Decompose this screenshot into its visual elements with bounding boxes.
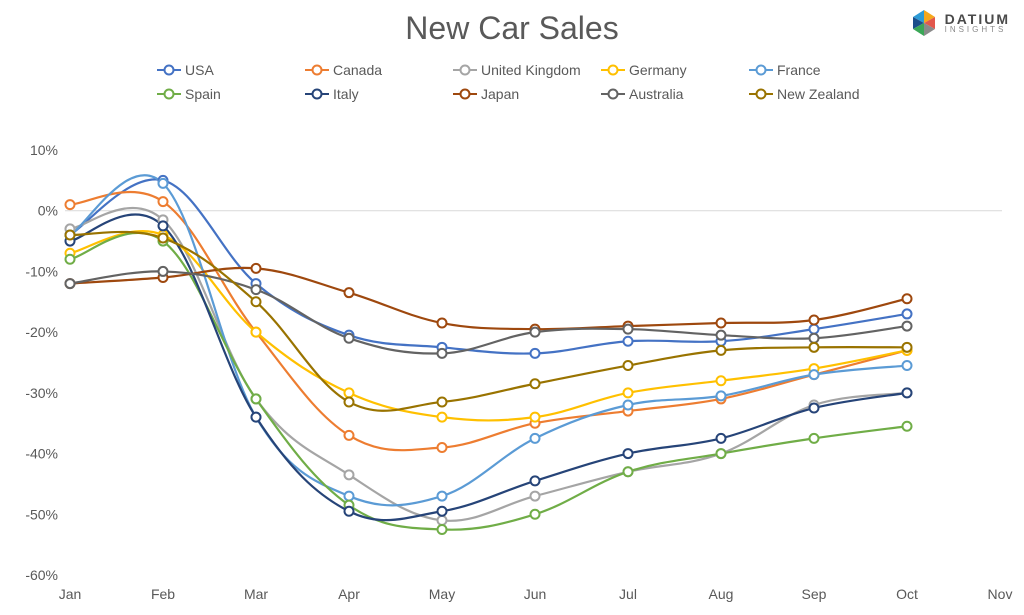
svg-text:10%: 10% xyxy=(30,142,58,158)
svg-text:Feb: Feb xyxy=(151,586,175,602)
svg-text:Germany: Germany xyxy=(629,62,687,78)
svg-text:United Kingdom: United Kingdom xyxy=(481,62,581,78)
svg-text:France: France xyxy=(777,62,821,78)
svg-text:-60%: -60% xyxy=(25,567,58,583)
svg-text:Aug: Aug xyxy=(709,586,734,602)
svg-text:-50%: -50% xyxy=(25,506,58,522)
svg-text:-10%: -10% xyxy=(25,263,58,279)
svg-text:-30%: -30% xyxy=(25,385,58,401)
svg-text:Jul: Jul xyxy=(619,586,637,602)
brand-logo: DATIUM INSIGHTS xyxy=(909,8,1010,38)
svg-text:-40%: -40% xyxy=(25,446,58,462)
svg-text:Nov: Nov xyxy=(988,586,1013,602)
svg-text:Jun: Jun xyxy=(524,586,547,602)
svg-text:Jan: Jan xyxy=(59,586,82,602)
svg-text:New Zealand: New Zealand xyxy=(777,86,860,102)
chart-title: New Car Sales xyxy=(0,10,1024,47)
svg-text:Oct: Oct xyxy=(896,586,918,602)
chart-container: New Car Sales DATIUM INSIGHTS 10% 0% -10% -… xyxy=(0,0,1024,615)
svg-text:Canada: Canada xyxy=(333,62,382,78)
svg-text:Spain: Spain xyxy=(185,86,221,102)
logo-icon xyxy=(909,8,939,38)
svg-text:May: May xyxy=(429,586,455,602)
svg-text:-20%: -20% xyxy=(25,324,58,340)
svg-text:Sep: Sep xyxy=(802,586,827,602)
svg-text:USA: USA xyxy=(185,62,214,78)
svg-text:Mar: Mar xyxy=(244,586,268,602)
line-chart: 10% 0% -10% -20% -30% -40% -50% -60%Jan Feb Mar Ap… xyxy=(0,0,1024,615)
logo-sub: INSIGHTS xyxy=(945,26,1010,34)
svg-text:0%: 0% xyxy=(38,203,58,219)
svg-text:Italy: Italy xyxy=(333,86,359,102)
svg-text:Apr: Apr xyxy=(338,586,360,602)
svg-text:Australia: Australia xyxy=(629,86,684,102)
logo-brand: DATIUM xyxy=(945,12,1010,26)
svg-text:Japan: Japan xyxy=(481,86,519,102)
